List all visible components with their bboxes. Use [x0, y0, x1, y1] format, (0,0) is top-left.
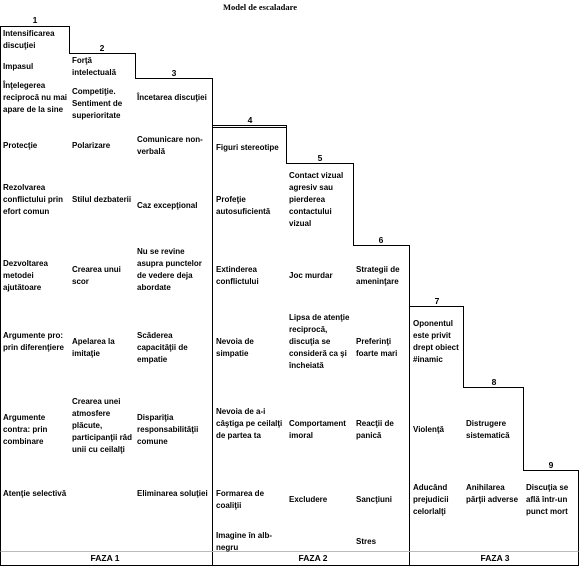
stage-item: Strategii de ameninţare [356, 265, 400, 286]
stage-item: Caz excepţional [137, 201, 198, 210]
stage-item: Forţă intelectuală [72, 56, 117, 77]
stage-item: Violenţă [413, 425, 444, 434]
stage-item: Preferinţi foarte mari [356, 337, 398, 358]
stage-item: Rezolvarea conflictului prin efort comun [3, 183, 63, 216]
stage-item: Discuţia se află într-un punct mort [526, 483, 569, 516]
stage-item: Oponentul este privit drept obiect #inam… [413, 319, 459, 364]
stage-item: Figuri stereotipe [216, 143, 279, 152]
stage-item: Imagine în alb-negru [216, 531, 273, 552]
stage-item: Anihilarea părţii adverse [466, 483, 519, 504]
stage-item: Stilul dezbaterii [72, 195, 132, 204]
stage-item: Aducând prejudicii celorlalţi [413, 483, 449, 516]
stage-item: Extinderea conflictului [216, 265, 259, 286]
step-number-2: 2 [99, 43, 105, 53]
stage-item: Apelarea la imitaţie [72, 337, 115, 358]
stage-item: Nevoia de simpatie [216, 337, 254, 358]
stage-item: Contact vizual agresiv sau pierderea con… [289, 171, 344, 228]
stage-item: Formarea de coaliţii [216, 489, 265, 510]
step-number-8: 8 [491, 377, 497, 387]
stage-item: Stres [356, 537, 377, 546]
stage-item: Argumente contra: prin combinare [3, 413, 48, 446]
diagram-title: Model de escaladare [223, 2, 297, 12]
step-number-6: 6 [378, 235, 384, 245]
step-number-7: 7 [434, 296, 440, 306]
step-number-1: 1 [32, 15, 38, 25]
stage-item: Polarizare [72, 141, 111, 150]
step-number-5: 5 [317, 153, 323, 163]
stage-item: Protecţie [3, 141, 38, 150]
stage-item: Intensificarea discuţiei [3, 29, 55, 50]
stage-item: Nu se revine asupra punctelor de vedere … [137, 247, 202, 292]
stage-item: Crearea unei atmosfere plăcute, particip… [72, 397, 133, 454]
stage-item: Reacţii de panică [356, 419, 394, 440]
phase-label-2: FAZA 2 [298, 553, 328, 563]
stage-item: Profeţie autosuficientă [216, 195, 271, 216]
stage-item: Impasul [3, 62, 34, 71]
stage-item: Scăderea capacităţii de empatie [137, 331, 188, 364]
step-number-3: 3 [171, 68, 177, 78]
stage-item: Comunicare non-verbală [137, 135, 203, 156]
step-number-9: 9 [548, 460, 554, 470]
stage-item: Înţelegerea reciprocă nu mai apare de la… [3, 81, 68, 114]
stage-item: Dispariţia responsabilităţii comune [137, 413, 199, 446]
stage-item: Joc murdar [289, 271, 333, 280]
phase-label-3: FAZA 3 [480, 553, 510, 563]
stage-item: Argumente pro: prin diferenţiere [3, 331, 64, 352]
stage-item: Lipsa de atenţie reciprocă, discuţia se … [289, 313, 350, 370]
stage-item: Încetarea discuţiei [137, 93, 207, 102]
stage-item: Eliminarea soluţiei [137, 489, 208, 498]
stage-item: Nevoia de a-i câştiga pe ceilalţi de par… [216, 407, 283, 440]
phase-label-1: FAZA 1 [90, 553, 120, 563]
stage-item: Atenţie selectivă [3, 489, 67, 498]
stage-item: Competiţie. Sentiment de superioritate [72, 87, 123, 120]
step-number-4: 4 [247, 115, 253, 125]
stage-item: Distrugere sistematică [466, 419, 510, 440]
stage-item: Dezvoltarea metodei ajutătoare [3, 259, 48, 292]
stage-item: Comportament imoral [289, 419, 346, 440]
stage-item: Sancţiuni [356, 495, 393, 504]
stage-item: Excludere [289, 495, 328, 504]
stage-item: Crearea unui scor [72, 265, 121, 286]
